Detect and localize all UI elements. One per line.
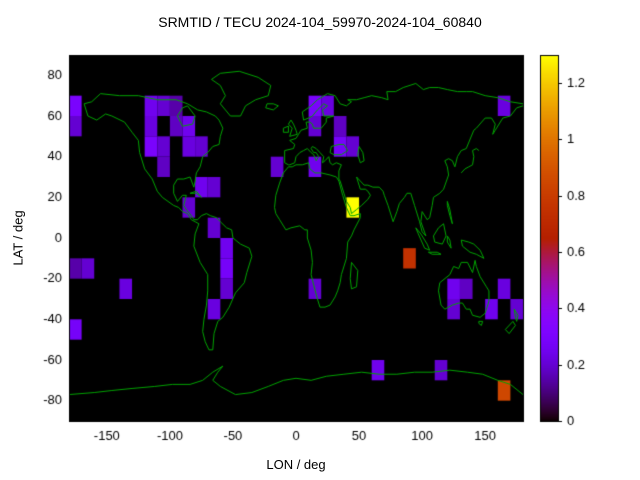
chart-title: SRMTID / TECU 2024-104_59970-2024-104_60… [158,14,482,30]
x-axis-title: LON / deg [266,457,326,472]
y-axis-title: LAT / deg [10,210,26,266]
